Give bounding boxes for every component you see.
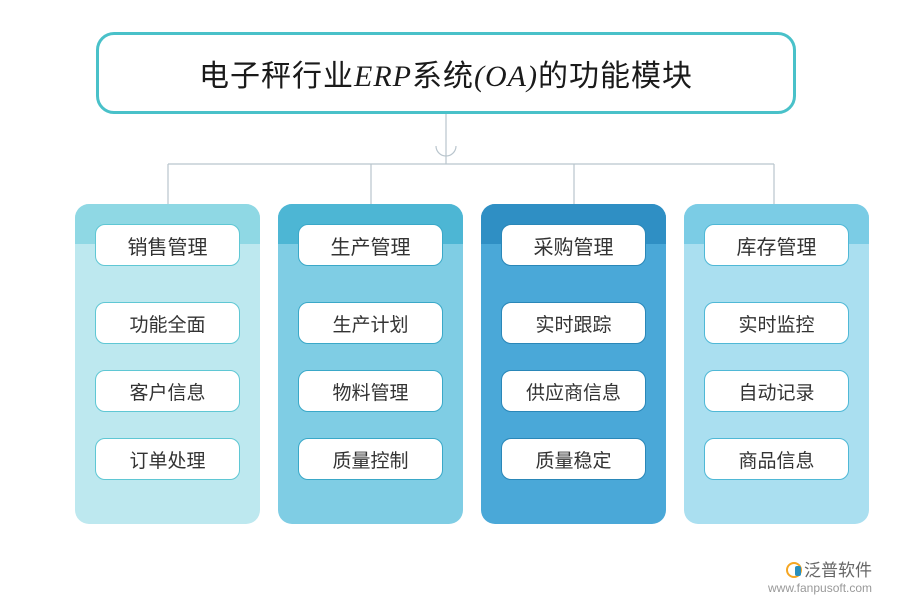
watermark-url: www.fanpusoft.com xyxy=(768,581,872,595)
module-title: 采购管理 xyxy=(501,224,646,266)
module-title: 销售管理 xyxy=(95,224,240,266)
root-title-box: 电子秤行业ERP系统(OA)的功能模块 xyxy=(96,32,796,114)
module-item: 客户信息 xyxy=(95,370,240,412)
root-title-post: 的功能模块 xyxy=(538,60,693,93)
module-item: 订单处理 xyxy=(95,438,240,480)
watermark-logo-icon xyxy=(786,562,802,578)
module-item: 功能全面 xyxy=(95,302,240,344)
root-title-em1: ERP xyxy=(354,60,412,93)
root-title-em2: (OA) xyxy=(474,60,538,93)
watermark: 泛普软件 www.fanpusoft.com xyxy=(768,556,872,595)
module-item: 实时跟踪 xyxy=(501,302,646,344)
module-title: 库存管理 xyxy=(704,224,849,266)
module-item: 实时监控 xyxy=(704,302,849,344)
module-item: 质量控制 xyxy=(298,438,443,480)
watermark-brand: 泛普软件 xyxy=(804,561,872,580)
module-item: 商品信息 xyxy=(704,438,849,480)
root-title-mid: 系统 xyxy=(412,60,474,93)
module-item: 供应商信息 xyxy=(501,370,646,412)
module-item: 物料管理 xyxy=(298,370,443,412)
module-item: 自动记录 xyxy=(704,370,849,412)
module-item: 质量稳定 xyxy=(501,438,646,480)
root-title-pre: 电子秤行业 xyxy=(199,60,354,93)
module-item: 生产计划 xyxy=(298,302,443,344)
module-title: 生产管理 xyxy=(298,224,443,266)
